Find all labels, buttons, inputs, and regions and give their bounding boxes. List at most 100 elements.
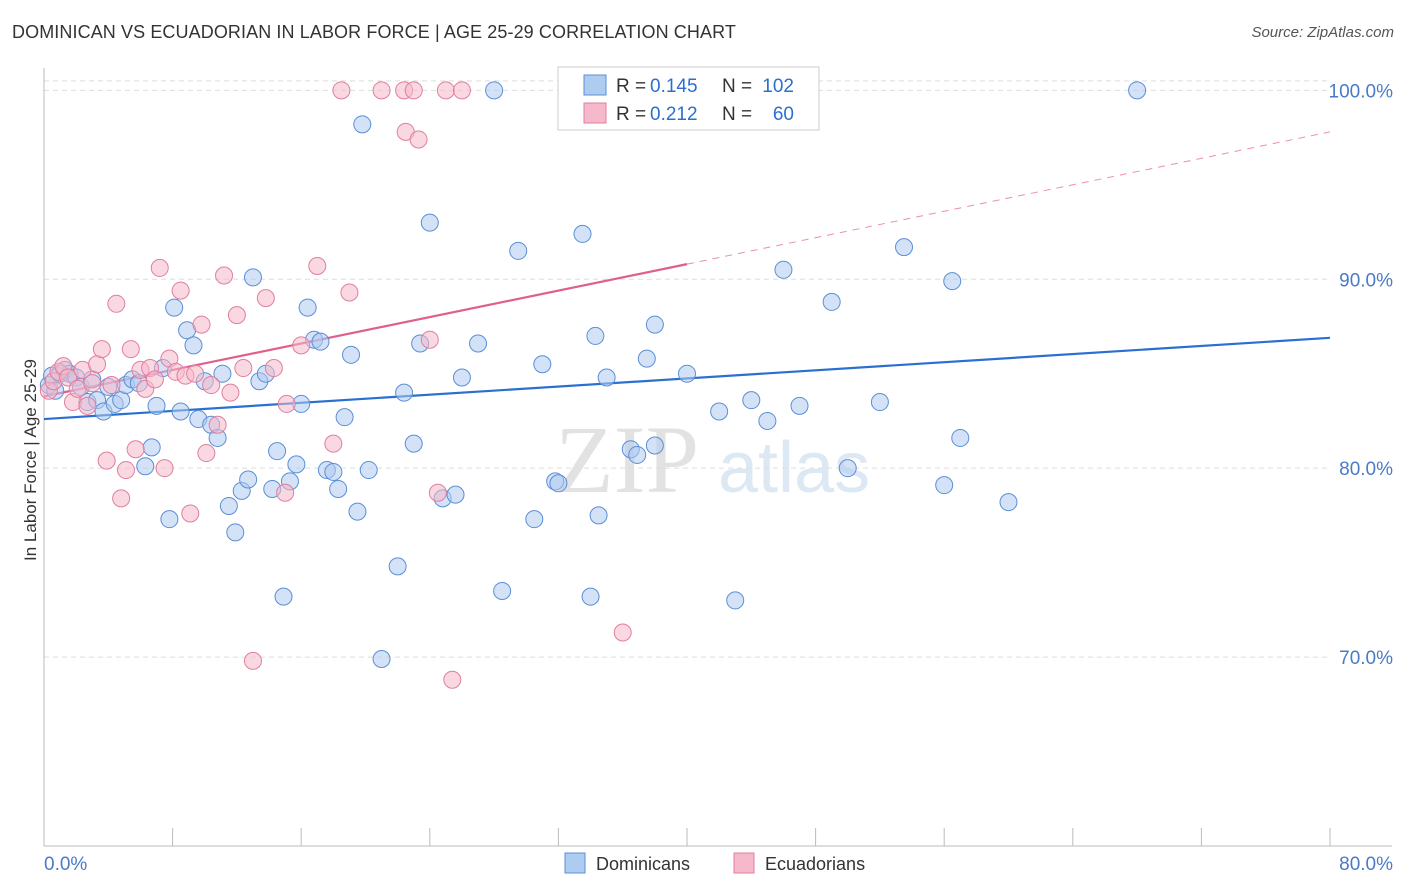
point-dominicans-83: [710, 402, 729, 421]
point-dominicans-74: [581, 587, 600, 606]
point-dominicans-65: [469, 334, 488, 353]
chart-title: DOMINICAN VS ECUADORIAN IN LABOR FORCE |…: [12, 22, 736, 42]
point-dominicans-80: [637, 349, 656, 368]
point-dominicans-33: [226, 523, 245, 542]
point-ecuadorians-44: [308, 257, 327, 276]
point-dominicans-97: [999, 493, 1018, 512]
point-dominicans-69: [525, 510, 544, 529]
legend-n-label-1: N =: [722, 76, 752, 97]
point-dominicans-95: [943, 272, 962, 291]
point-dominicans-59: [404, 434, 423, 453]
bottom-legend-label-dominicans: Dominicans: [596, 854, 690, 874]
point-ecuadorians-17: [121, 340, 140, 359]
watermark-zip: ZIP: [555, 406, 699, 513]
point-dominicans-96: [951, 428, 970, 447]
point-dominicans-77: [597, 368, 616, 387]
point-dominicans-32: [219, 496, 238, 515]
point-ecuadorians-35: [215, 266, 234, 285]
point-dominicans-68: [509, 241, 528, 260]
point-dominicans-20: [147, 396, 166, 415]
source-label: Source: ZipAtlas.com: [1251, 24, 1394, 41]
point-dominicans-67: [493, 581, 512, 600]
point-dominicans-35: [239, 470, 258, 489]
point-dominicans-81: [645, 315, 664, 334]
point-dominicans-43: [287, 455, 306, 474]
point-dominicans-19: [142, 438, 161, 457]
point-dominicans-40: [268, 442, 287, 461]
point-dominicans-47: [311, 332, 330, 351]
point-ecuadorians-51: [409, 130, 428, 149]
point-ecuadorians-53: [420, 330, 439, 349]
point-ecuadorians-45: [324, 434, 343, 453]
point-dominicans-61: [420, 213, 439, 232]
point-dominicans-84: [726, 591, 745, 610]
legend-r-label-1: R =: [616, 76, 646, 97]
point-ecuadorians-37: [227, 306, 246, 325]
legend-r-value-2: 0.212: [650, 104, 698, 125]
legend-swatch-dominicans: [583, 74, 607, 96]
point-ecuadorians-16: [116, 461, 135, 480]
point-dominicans-56: [372, 649, 391, 668]
tick-labels: 70.0% 80.0% 90.0% 100.0% 0.0% 80.0%: [44, 81, 1393, 875]
point-ecuadorians-36: [221, 383, 240, 402]
point-dominicans-23: [165, 298, 184, 317]
point-ecuadorians-23: [150, 258, 169, 277]
point-dominicans-88: [774, 260, 793, 279]
point-dominicans-64: [452, 368, 471, 387]
point-ecuadorians-48: [372, 81, 391, 100]
point-dominicans-14: [112, 391, 131, 410]
point-dominicans-18: [136, 457, 155, 476]
y-tick-label-70: 70.0%: [1339, 648, 1393, 669]
axes: [43, 68, 1392, 847]
point-ecuadorians-57: [452, 81, 471, 100]
point-dominicans-58: [395, 383, 414, 402]
point-dominicans-79: [628, 445, 647, 464]
point-ecuadorians-10: [88, 355, 107, 374]
point-ecuadorians-27: [171, 281, 190, 300]
y-axis-label: In Labor Force | Age 25-29: [21, 359, 40, 561]
point-dominicans-54: [353, 115, 372, 134]
x-tick-label-0: 0.0%: [44, 854, 87, 875]
point-ecuadorians-30: [186, 364, 205, 383]
legend-r-value-1: 0.145: [650, 76, 698, 97]
point-dominicans-91: [838, 459, 857, 478]
point-ecuadorians-9: [83, 374, 102, 393]
point-dominicans-86: [742, 391, 761, 410]
point-dominicans-53: [348, 502, 367, 521]
point-ecuadorians-13: [102, 376, 121, 395]
point-dominicans-57: [388, 557, 407, 576]
point-dominicans-51: [335, 408, 354, 427]
point-ecuadorians-38: [234, 359, 253, 378]
point-dominicans-82: [678, 364, 696, 383]
point-ecuadorians-24: [155, 459, 174, 478]
point-ecuadorians-12: [97, 451, 116, 470]
point-ecuadorians-56: [443, 670, 462, 689]
point-dominicans-22: [160, 510, 179, 529]
y-tick-label-80: 80.0%: [1339, 459, 1393, 480]
legend-n-value-2: 60: [773, 104, 794, 125]
point-ecuadorians-54: [428, 483, 447, 502]
y-tick-label-100: 100.0%: [1329, 81, 1394, 102]
point-dominicans-90: [822, 292, 841, 311]
point-ecuadorians-41: [264, 359, 283, 378]
point-ecuadorians-42: [276, 483, 295, 502]
legend-swatch-ecuadorians: [583, 102, 607, 124]
point-dominicans-70: [533, 355, 552, 374]
point-dominicans-87: [758, 411, 777, 430]
bottom-legend-label-ecuadorians: Ecuadorians: [765, 854, 865, 874]
y-tick-label-90: 90.0%: [1339, 270, 1393, 291]
legend-n-label-2: N =: [722, 104, 752, 125]
point-ecuadorians-32: [197, 444, 216, 463]
trend-line-ecuadorians-extension: [686, 131, 1331, 265]
point-ecuadorians-55: [436, 81, 455, 100]
point-ecuadorians-29: [181, 504, 200, 523]
point-ecuadorians-43: [292, 336, 311, 355]
bottom-legend-swatch-ecuadorians: [733, 852, 755, 874]
point-dominicans-41: [274, 587, 293, 606]
point-dominicans-49: [324, 462, 343, 481]
point-ecuadorians-11: [92, 340, 111, 359]
point-dominicans-73: [573, 224, 592, 243]
data-points: [39, 81, 1147, 689]
point-dominicans-26: [184, 336, 203, 355]
